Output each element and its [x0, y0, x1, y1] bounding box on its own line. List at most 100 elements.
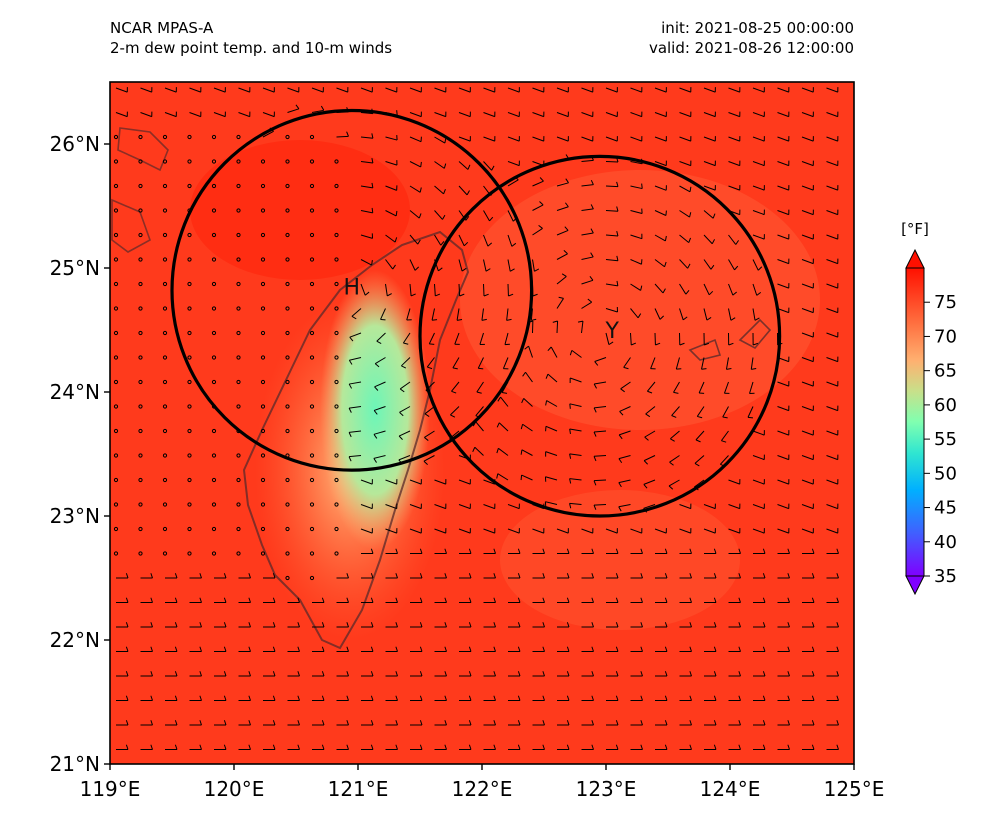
lon-axis: 119°E 120°E 121°E 122°E 123°E 124°E 125°E	[80, 764, 884, 801]
wind-barb	[360, 185, 373, 189]
wind-barb-flag	[787, 744, 790, 750]
wind-barb-flag	[664, 695, 668, 701]
wind-barb	[752, 479, 765, 485]
wind-barb	[483, 136, 495, 142]
wind-barb	[434, 112, 446, 118]
wind-barb-flag	[370, 671, 374, 677]
calm-wind	[309, 232, 315, 238]
wind-barb-flag	[493, 573, 496, 579]
wind-barb-flag	[419, 720, 423, 726]
calm-wind	[285, 232, 290, 238]
wind-barb	[679, 185, 691, 193]
wind-barb-flag	[248, 671, 251, 677]
wind-barb-flag	[762, 573, 766, 579]
wind-barb-flag	[641, 183, 643, 189]
lat-tick-label: 21°N	[50, 752, 100, 776]
wind-barb-flag	[587, 298, 593, 303]
colorbar-tick-label: 55	[934, 429, 957, 450]
wind-barb-flag	[502, 391, 508, 394]
wind-barb	[725, 357, 729, 370]
wind-barb-flag	[664, 671, 668, 677]
calm-wind	[211, 232, 217, 238]
wind-barb	[458, 234, 465, 247]
wind-barb-flag	[637, 313, 642, 319]
wind-barb	[801, 87, 814, 93]
wind-barb-flag	[713, 744, 717, 750]
calm-wind	[309, 134, 315, 140]
wind-barb-flag	[199, 573, 202, 579]
wind-barb-flag	[272, 646, 276, 652]
wind-barb	[703, 234, 713, 245]
wind-barb-flag	[468, 671, 472, 677]
wind-barb	[569, 428, 582, 432]
calm-wind	[285, 526, 290, 532]
wind-barb-flag	[493, 597, 496, 603]
wind-barb-flag	[399, 388, 405, 393]
wind-barb-flag	[150, 573, 153, 579]
wind-barb-flag	[787, 548, 790, 554]
wind-barb-flag	[223, 573, 227, 579]
wind-barb	[570, 377, 582, 383]
wind-barb	[546, 400, 558, 407]
colorbar-tick-label: 35	[934, 566, 957, 587]
wind-barb	[719, 455, 729, 465]
wind-barb	[434, 504, 446, 510]
wind-barb	[777, 283, 789, 289]
wind-barb	[826, 210, 838, 216]
wind-barb	[434, 234, 442, 246]
calm-wind	[162, 159, 168, 164]
colorbar-tick-label: 60	[934, 395, 957, 416]
wind-barb	[801, 357, 814, 363]
wind-barb	[409, 185, 421, 193]
wind-barb	[349, 332, 362, 338]
wind-barb	[777, 308, 789, 314]
wind-barb-flag	[616, 206, 619, 212]
wind-barb-flag	[346, 131, 349, 137]
wind-barb	[556, 528, 569, 534]
wind-barb-flag	[616, 280, 619, 286]
colorbar-tick-label: 65	[934, 361, 957, 382]
wind-barb-flag	[346, 622, 349, 628]
calm-wind	[285, 404, 290, 409]
wind-barb	[581, 256, 594, 260]
taiwan-coastline	[242, 230, 470, 650]
wind-barb-flag	[392, 264, 396, 270]
calm-wind	[309, 355, 315, 360]
wind-barb	[483, 112, 495, 118]
calm-wind	[187, 477, 192, 483]
wind-barb-flag	[468, 646, 472, 652]
calm-wind	[309, 575, 315, 581]
calm-wind	[260, 379, 266, 385]
wind-barb-flag	[762, 646, 766, 652]
wind-barb	[349, 430, 362, 433]
wind-barb-flag	[539, 201, 544, 206]
title-left: NCAR MPAS-A 2-m dew point temp. and 10-m…	[110, 18, 392, 58]
wind-barb-flag	[427, 366, 433, 370]
wind-barb-flag	[414, 266, 420, 271]
lon-tick-label: 122°E	[452, 777, 513, 801]
calm-wind	[309, 502, 315, 507]
wind-barb-flag	[532, 293, 538, 297]
wind-barb	[504, 332, 509, 345]
wind-barb	[581, 279, 594, 285]
calm-wind	[113, 306, 119, 311]
wind-barb-flag	[395, 597, 398, 603]
calm-wind	[236, 281, 241, 287]
calm-wind	[236, 355, 241, 360]
wind-barb-flag	[321, 597, 325, 603]
lat-tick-label: 25°N	[50, 256, 100, 280]
wind-barb	[630, 283, 641, 291]
wind-barb	[605, 87, 618, 93]
calm-wind	[162, 551, 168, 556]
wind-barb-flag	[569, 503, 572, 509]
wind-barb-flag	[174, 744, 178, 750]
wind-barb-flag	[297, 695, 300, 701]
wind-barb	[556, 320, 559, 334]
wind-barb	[458, 136, 471, 142]
wind-barb-flag	[223, 695, 227, 701]
wind-barb	[556, 206, 569, 211]
calm-wind	[236, 502, 241, 507]
calm-wind	[113, 281, 119, 287]
calm-wind	[260, 306, 266, 311]
wind-barb	[581, 112, 593, 118]
